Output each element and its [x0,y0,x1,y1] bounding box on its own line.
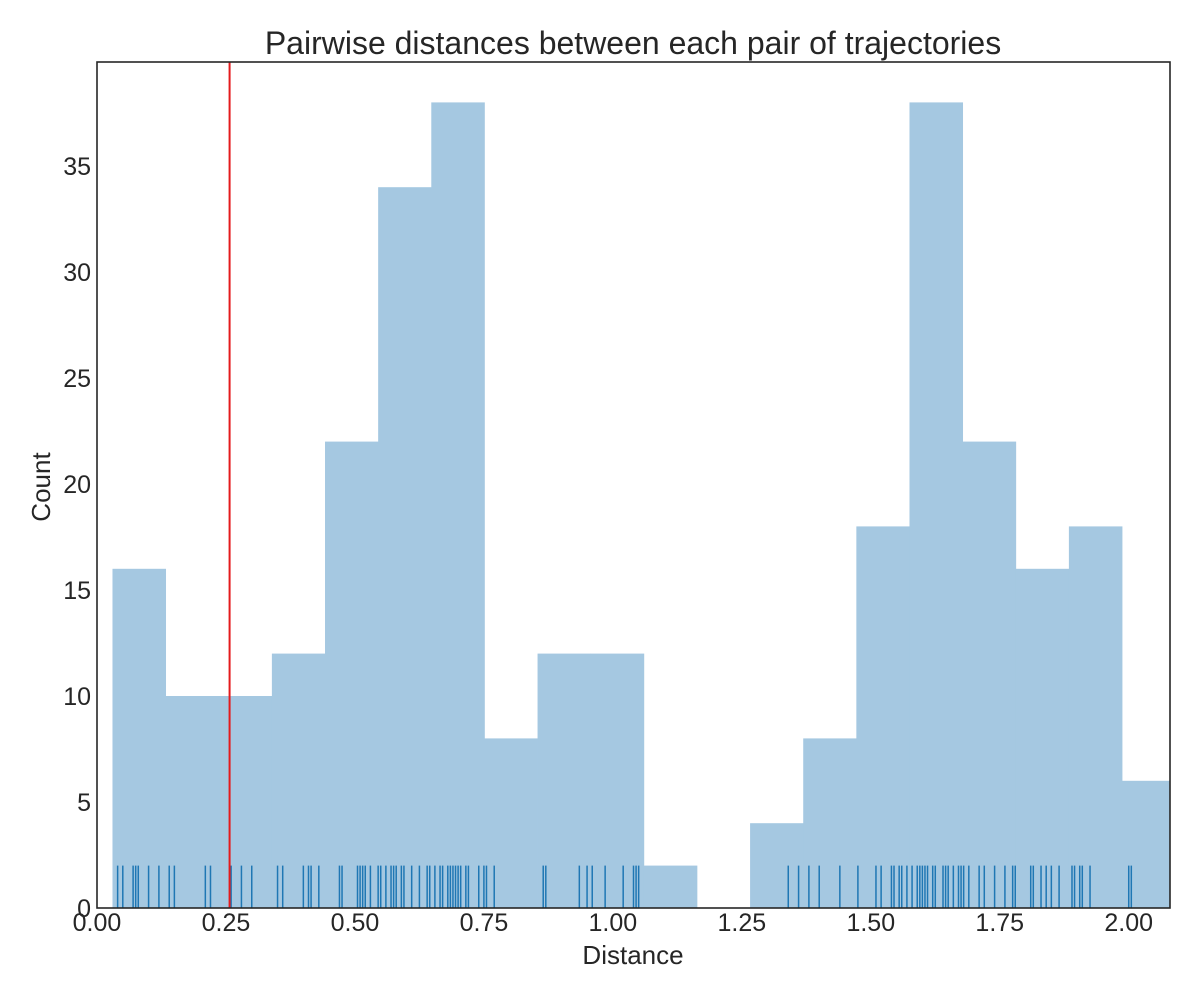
histogram-bar [1122,780,1171,908]
histogram-bar [378,187,432,908]
x-tick-label: 1.25 [717,909,766,937]
x-tick-label: 2.00 [1104,909,1153,937]
histogram-bar [1068,526,1123,908]
y-tick-label: 30 [63,259,91,287]
y-tick-label: 0 [77,895,91,923]
histogram-bar [750,823,804,908]
x-axis-label: Distance [582,940,683,970]
histogram-bar [271,653,326,908]
histogram-bar [803,738,857,908]
histogram-bar [962,441,1017,908]
x-tick-label: 0.75 [460,909,509,937]
x-tick-label: 1.00 [589,909,638,937]
histogram-bar [218,696,273,908]
y-tick-label: 10 [63,683,91,711]
y-axis-label: Count [26,452,56,522]
y-tick-label: 25 [63,365,91,393]
x-tick-label: 0.25 [202,909,251,937]
y-tick-label: 5 [77,789,91,817]
x-tick-label: 0.00 [73,909,122,937]
chart-title: Pairwise distances between each pair of … [265,25,1001,61]
y-tick-label: 35 [63,153,91,181]
histogram-bar [112,568,167,908]
histogram-bars [112,102,1171,908]
histogram-bar [643,865,698,908]
histogram-bar [325,441,379,908]
y-tick-label: 20 [63,471,91,499]
histogram-bar [431,102,485,908]
x-tick-label: 1.75 [975,909,1024,937]
rug-ticks [116,865,1133,908]
x-tick-label: 0.50 [331,909,380,937]
histogram-bar [1015,568,1070,908]
x-axis-ticks: 0.00 0.25 0.50 0.75 1.00 1.25 1.50 1.75 2.00 [73,909,1153,937]
histogram-bar [856,526,910,908]
histogram-bar [590,653,645,908]
y-axis-ticks: 0 5 10 15 20 25 30 35 [63,153,91,923]
histogram-bar [909,102,964,908]
plot-frame [96,61,1171,909]
histogram-bar [484,738,538,908]
y-tick-label: 15 [63,577,91,605]
x-tick-label: 1.50 [846,909,895,937]
